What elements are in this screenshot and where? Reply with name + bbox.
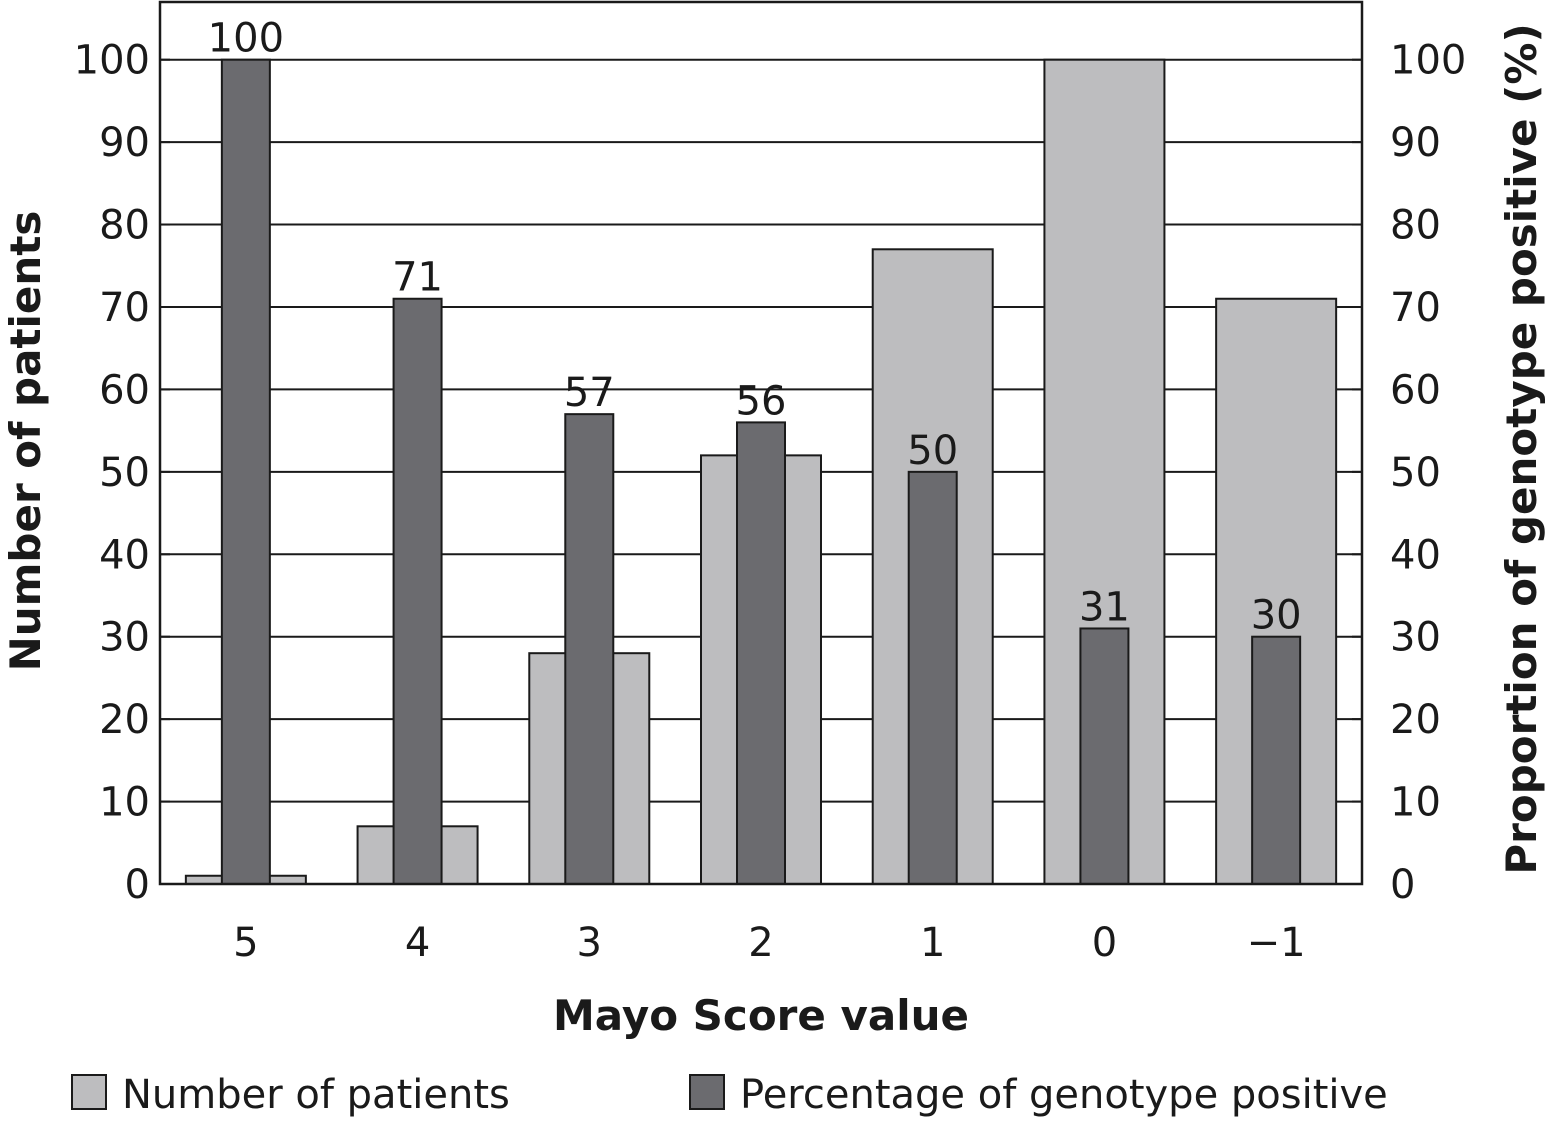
y2-tick-label: 30 [1390,615,1441,661]
legend-label-patients: Number of patients [122,1072,510,1118]
y-tick-label: 50 [99,450,150,496]
x-tick-label: −1 [1247,920,1306,966]
y-tick-label: 90 [99,120,150,166]
bar-genotype-positive [907,470,958,885]
y2-tick-label: 60 [1390,367,1441,413]
legend-swatch-genotype [689,1074,725,1110]
y-tick-label: 20 [99,697,150,743]
y2-tick-label: 40 [1390,532,1441,578]
legend-label-genotype: Percentage of genotype positive [740,1072,1388,1118]
bar-genotype-positive [1079,627,1130,885]
x-tick-label: 4 [405,920,430,966]
y-axis-title: Number of patients [1,211,50,672]
y2-tick-label: 10 [1390,780,1441,826]
y-tick-label: 10 [99,780,150,826]
legend-swatch-patients [71,1074,107,1110]
plot-frame [158,0,1364,886]
y2-tick-label: 90 [1390,120,1441,166]
y2-tick-label: 20 [1390,697,1441,743]
y-tick-label: 0 [125,862,150,908]
y2-tick-label: 70 [1390,285,1441,331]
bar-genotype-positive [564,413,615,885]
x-axis-title: Mayo Score value [553,991,969,1040]
data-label: 57 [564,370,615,416]
y2-tick-label: 80 [1390,203,1441,249]
y2-tick-label: 50 [1390,450,1441,496]
data-label: 30 [1251,593,1302,639]
x-tick-label: 0 [1092,920,1117,966]
bar-genotype-positive [1251,635,1302,885]
y-tick-label: 40 [99,532,150,578]
x-tick-label: 3 [577,920,602,966]
bar-genotype-positive [736,421,786,885]
data-label: 50 [907,428,958,474]
y-tick-label: 60 [99,367,150,413]
data-labels: 100 71 57 56 50 31 30 [208,16,1302,639]
data-label: 56 [736,378,787,424]
y-tick-label: 100 [74,38,150,84]
x-tick-label: 5 [233,920,258,966]
bar-genotype-positive [392,297,443,885]
bar-genotype-positive [220,58,271,886]
y2-tick-label: 100 [1390,38,1466,84]
x-tick-label: 1 [920,920,945,966]
data-label: 31 [1079,584,1130,630]
y-tick-label: 80 [99,203,150,249]
y-tick-label: 30 [99,615,150,661]
data-label: 100 [208,16,284,62]
y2-tick-label: 0 [1390,862,1415,908]
x-tick-label: 2 [748,920,773,966]
data-label: 71 [392,255,443,301]
axes: 0102030405060708090100010203040506070809… [74,0,1466,966]
y2-axis-title: Proportion of genotype positive (%) [1497,23,1546,874]
bars [184,58,1338,886]
legend: Number of patients Percentage of genotyp… [71,1072,1388,1118]
y-tick-label: 70 [99,285,150,331]
